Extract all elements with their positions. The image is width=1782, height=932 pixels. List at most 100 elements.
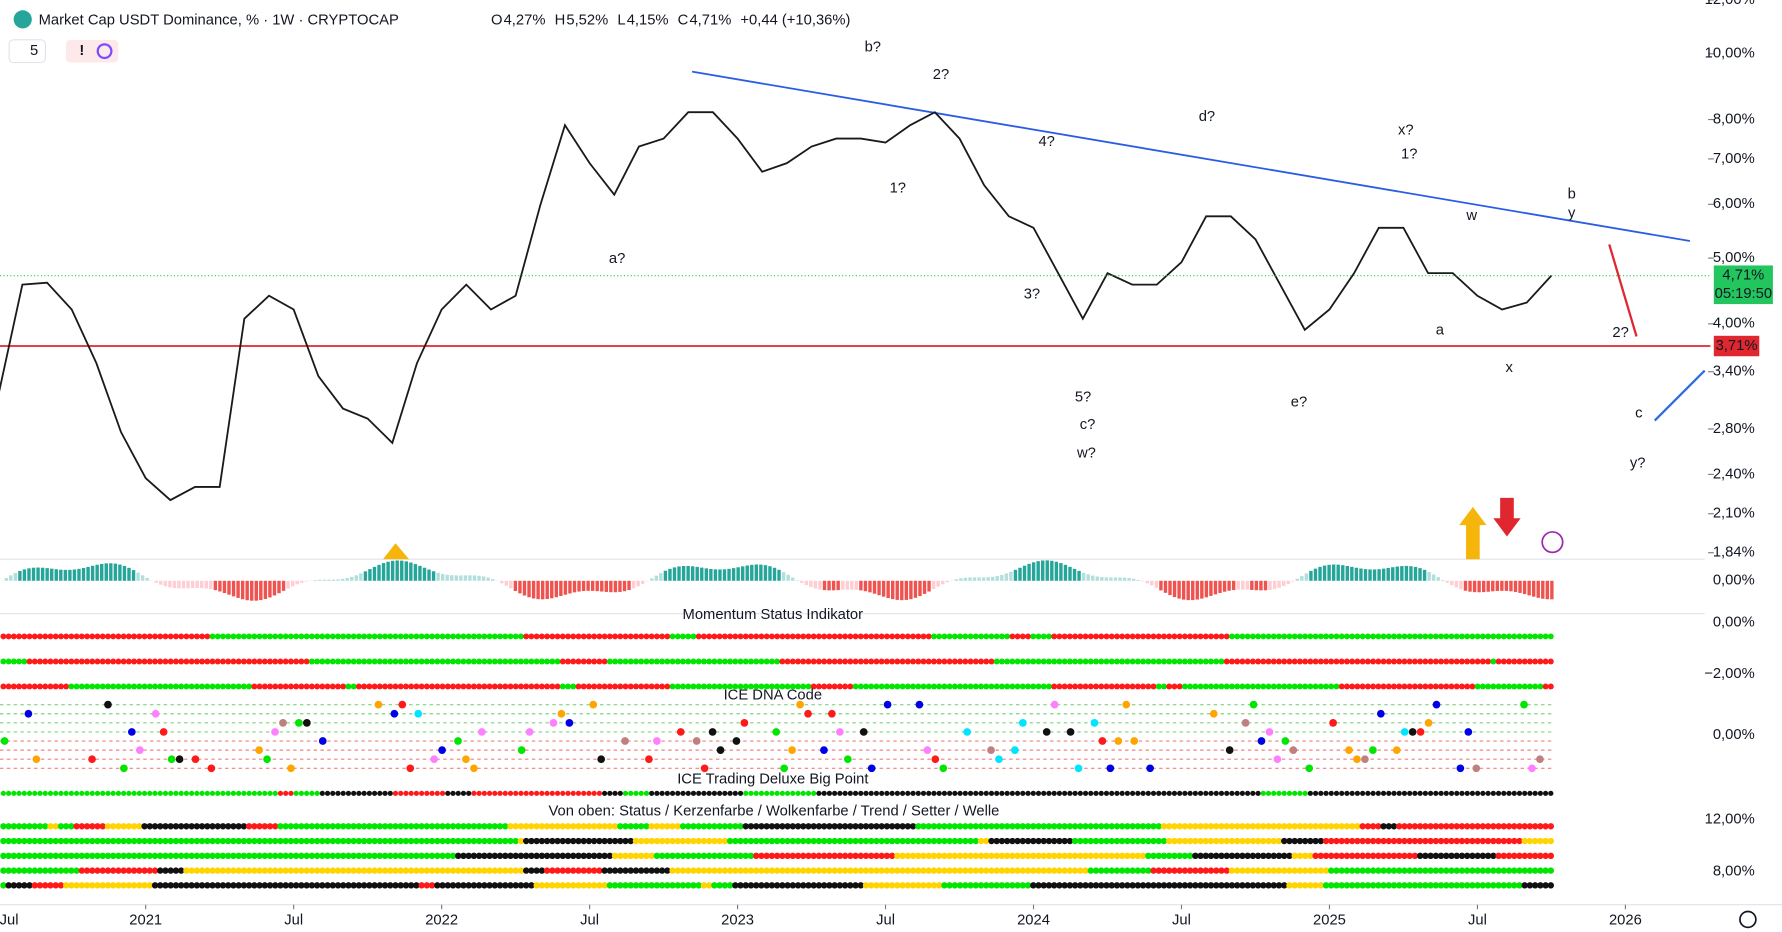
histogram-bar bbox=[9, 575, 13, 581]
status-dot bbox=[1338, 867, 1345, 874]
status-dot bbox=[1500, 683, 1507, 690]
status-dot bbox=[1260, 837, 1267, 845]
status-dot bbox=[1244, 823, 1251, 830]
status-dot bbox=[94, 790, 101, 796]
status-dot bbox=[449, 823, 457, 830]
dna-dot bbox=[1281, 737, 1290, 745]
histogram-bar bbox=[1054, 561, 1059, 581]
status-dot bbox=[789, 867, 796, 874]
status-dot bbox=[1045, 837, 1053, 845]
status-dot bbox=[455, 882, 462, 889]
histogram-bar bbox=[100, 563, 104, 581]
dna-dot bbox=[1130, 737, 1139, 745]
y-tick-label: 2,10% bbox=[1713, 506, 1755, 522]
status-dot bbox=[549, 867, 556, 874]
status-dot bbox=[1396, 852, 1403, 859]
status-dot bbox=[1254, 823, 1262, 830]
status-dot bbox=[272, 882, 279, 889]
status-dot bbox=[1354, 683, 1361, 690]
status-dot bbox=[909, 882, 917, 889]
status-dot bbox=[617, 882, 624, 889]
status-dot bbox=[580, 683, 587, 690]
status-dot bbox=[141, 837, 148, 845]
status-dot bbox=[413, 658, 420, 665]
status-dot bbox=[261, 867, 268, 874]
status-dot bbox=[632, 882, 640, 889]
histogram-bar bbox=[1004, 573, 1009, 581]
histogram-bar bbox=[895, 580, 899, 600]
status-dot bbox=[1030, 882, 1037, 889]
status-dot bbox=[1197, 867, 1204, 874]
status-dot bbox=[1134, 633, 1141, 640]
histogram-bar bbox=[177, 580, 181, 589]
status-dot bbox=[402, 683, 409, 690]
status-dot bbox=[998, 658, 1005, 665]
status-dot bbox=[998, 633, 1005, 640]
status-dot bbox=[590, 867, 598, 874]
status-dot bbox=[768, 633, 775, 640]
wave-label: y? bbox=[1630, 456, 1646, 472]
histogram-bar bbox=[768, 566, 772, 581]
status-dot bbox=[188, 867, 195, 874]
status-dot bbox=[1411, 882, 1419, 889]
histogram-bar bbox=[586, 580, 590, 591]
status-dot bbox=[382, 790, 388, 796]
status-dot bbox=[706, 683, 713, 690]
status-dot bbox=[319, 658, 326, 665]
status-dot bbox=[1197, 790, 1204, 796]
status-dot bbox=[915, 633, 922, 640]
status-dot bbox=[282, 852, 289, 859]
status-dot bbox=[1009, 867, 1016, 874]
status-dot bbox=[230, 633, 237, 640]
status-dot bbox=[789, 658, 796, 665]
status-dot bbox=[465, 867, 472, 874]
settings-icon[interactable] bbox=[1739, 910, 1757, 929]
x-tick-label: Jul bbox=[1172, 912, 1191, 928]
status-dot bbox=[1281, 882, 1288, 889]
status-dot bbox=[936, 852, 943, 859]
status-dot bbox=[1333, 790, 1340, 796]
status-dot bbox=[434, 867, 441, 874]
status-dot bbox=[951, 683, 958, 690]
status-dot bbox=[847, 790, 853, 796]
status-dot bbox=[1197, 633, 1204, 640]
status-dot bbox=[633, 683, 639, 690]
histogram-bar bbox=[609, 580, 613, 593]
status-dot bbox=[345, 882, 352, 889]
status-dot bbox=[10, 683, 17, 690]
status-dot bbox=[298, 852, 305, 859]
histogram-bar bbox=[50, 568, 54, 581]
dna-dot bbox=[295, 718, 303, 727]
status-dot bbox=[428, 882, 436, 889]
status-dot bbox=[1213, 837, 1220, 845]
status-dot bbox=[1124, 658, 1131, 665]
histogram-bar bbox=[145, 577, 149, 581]
status-dot bbox=[669, 790, 676, 796]
status-dot bbox=[1484, 852, 1492, 859]
reload-icon[interactable] bbox=[96, 43, 113, 60]
ohlc-key: C bbox=[678, 12, 689, 28]
status-dot bbox=[1098, 837, 1105, 845]
status-dot bbox=[277, 658, 284, 665]
status-dot bbox=[303, 658, 310, 665]
status-dot bbox=[402, 633, 409, 640]
histogram-bar bbox=[931, 580, 936, 590]
status-dot bbox=[1432, 882, 1440, 889]
indicator-box[interactable] bbox=[8, 39, 47, 64]
x-tick-label: 2021 bbox=[129, 912, 162, 928]
status-dot bbox=[214, 658, 221, 665]
status-dot bbox=[21, 837, 28, 845]
status-dot bbox=[664, 658, 671, 665]
status-dot bbox=[167, 683, 174, 690]
status-dot bbox=[486, 633, 493, 640]
status-dot bbox=[57, 882, 65, 889]
status-dot bbox=[1281, 837, 1288, 845]
status-dot bbox=[146, 683, 153, 690]
status-dot bbox=[1281, 633, 1288, 640]
status-dot bbox=[492, 790, 498, 796]
status-dot bbox=[1547, 633, 1554, 640]
dna-dot bbox=[1042, 728, 1051, 736]
status-dot bbox=[1066, 823, 1074, 830]
status-dot bbox=[1003, 882, 1011, 889]
status-dot bbox=[747, 867, 755, 874]
